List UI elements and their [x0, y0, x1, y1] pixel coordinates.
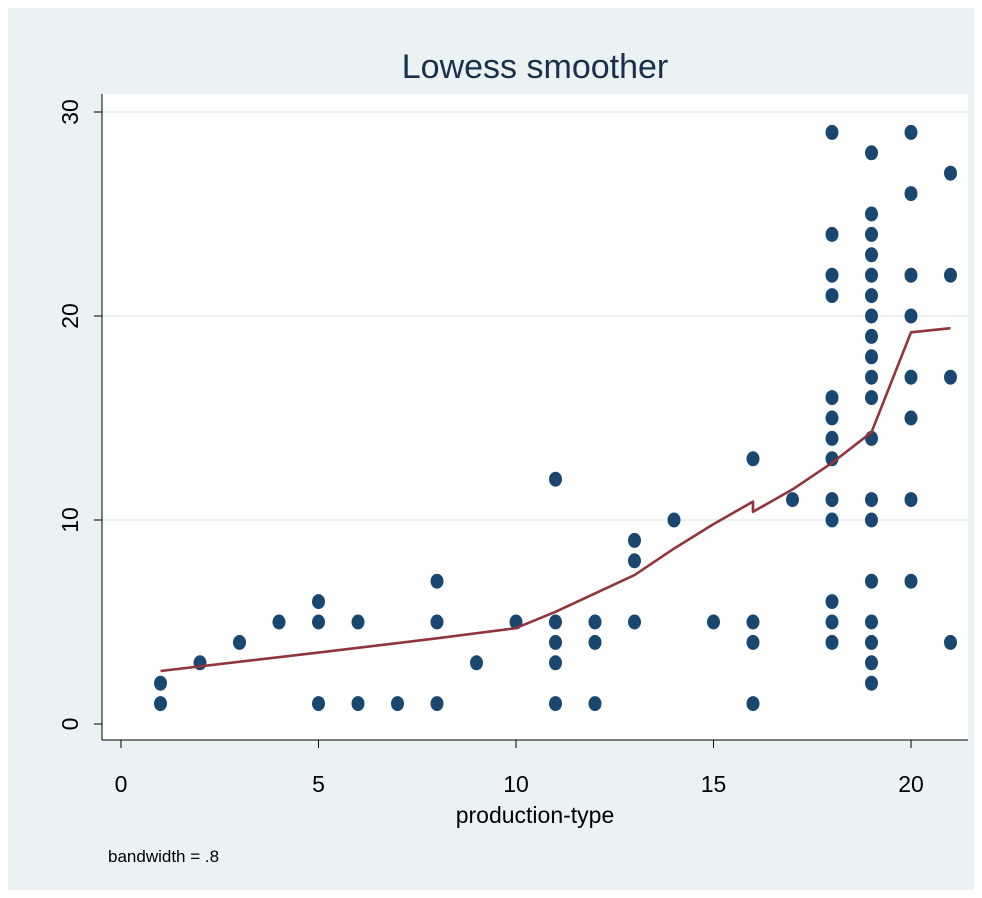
data-point	[865, 390, 878, 406]
data-points	[154, 124, 957, 712]
data-point	[351, 696, 365, 712]
x-tick-label-20: 20	[898, 771, 924, 797]
data-point	[904, 410, 918, 426]
x-tick-label-10: 10	[503, 771, 529, 797]
data-point	[865, 573, 878, 589]
data-point	[746, 634, 760, 650]
data-point	[865, 634, 878, 650]
data-point	[628, 532, 641, 548]
data-point	[944, 165, 957, 181]
data-point	[865, 288, 878, 304]
scatter-chart: Lowess smoother 0 10 20 30 0 5 10 15 20 product…	[57, 48, 968, 866]
chart-title: Lowess smoother	[402, 48, 668, 86]
data-point	[430, 573, 444, 589]
data-point	[549, 696, 562, 712]
data-point	[865, 675, 878, 691]
data-point	[825, 288, 839, 304]
data-point	[430, 614, 444, 630]
data-point	[549, 655, 562, 671]
data-point	[865, 145, 878, 161]
data-point	[746, 451, 760, 467]
data-point	[351, 614, 365, 630]
data-point	[825, 614, 839, 630]
data-point	[825, 267, 839, 283]
data-point	[707, 614, 720, 630]
grid-lines	[102, 111, 968, 521]
data-point	[865, 206, 878, 222]
data-point	[825, 430, 839, 446]
data-point	[904, 573, 918, 589]
lowess-line	[160, 326, 951, 673]
y-tick-label-20: 20	[57, 303, 83, 329]
data-point	[865, 349, 878, 365]
data-point	[312, 614, 325, 630]
data-point	[825, 390, 839, 406]
plot-area	[102, 94, 968, 740]
data-point	[430, 696, 444, 712]
data-point	[825, 124, 839, 140]
data-point	[312, 696, 325, 712]
data-point	[470, 655, 483, 671]
data-point	[588, 696, 602, 712]
x-axis-label: production-type	[456, 802, 615, 828]
x-tick-labels: 0 5 10 15 20	[115, 771, 924, 797]
data-point	[154, 675, 167, 691]
data-point	[865, 614, 878, 630]
data-point	[667, 512, 681, 528]
data-point	[904, 186, 918, 202]
data-point	[865, 512, 878, 528]
data-point	[865, 492, 878, 508]
data-point	[904, 369, 918, 385]
data-point	[825, 451, 839, 467]
data-point	[746, 696, 760, 712]
data-point	[312, 594, 325, 610]
data-point	[904, 267, 918, 283]
data-point	[865, 655, 878, 671]
data-point	[549, 471, 562, 487]
x-tick-label-0: 0	[115, 771, 128, 797]
data-point	[391, 696, 404, 712]
data-point	[944, 267, 957, 283]
data-point	[233, 634, 246, 650]
data-point	[549, 614, 562, 630]
data-point	[825, 634, 839, 650]
data-point	[904, 308, 918, 324]
data-point	[588, 614, 602, 630]
bandwidth-note: bandwidth = .8	[108, 847, 219, 866]
lowess-path	[160, 326, 951, 673]
data-point	[825, 226, 839, 242]
data-point	[825, 492, 839, 508]
axes	[94, 94, 968, 748]
data-point	[944, 369, 957, 385]
data-point	[865, 247, 878, 263]
x-tick-label-15: 15	[701, 771, 727, 797]
data-point	[628, 553, 641, 569]
data-point	[746, 614, 760, 630]
data-point	[865, 267, 878, 283]
x-tick-label-5: 5	[312, 771, 325, 797]
data-point	[272, 614, 286, 630]
data-point	[904, 492, 918, 508]
data-point	[825, 512, 839, 528]
data-point	[786, 492, 799, 508]
data-point	[628, 614, 641, 630]
data-point	[549, 634, 562, 650]
data-point	[588, 634, 602, 650]
data-point	[154, 696, 167, 712]
data-point	[865, 226, 878, 242]
data-point	[825, 410, 839, 426]
data-point	[865, 308, 878, 324]
data-point	[865, 369, 878, 385]
data-point	[904, 124, 918, 140]
chart-frame: Lowess smoother 0 10 20 30 0 5 10 15 20 product…	[8, 8, 974, 890]
y-tick-label-10: 10	[57, 507, 83, 533]
y-tick-label-0: 0	[57, 718, 83, 731]
data-point	[865, 328, 878, 344]
data-point	[825, 594, 839, 610]
y-tick-label-30: 30	[57, 99, 83, 125]
y-tick-labels: 0 10 20 30	[57, 99, 83, 730]
data-point	[944, 634, 957, 650]
